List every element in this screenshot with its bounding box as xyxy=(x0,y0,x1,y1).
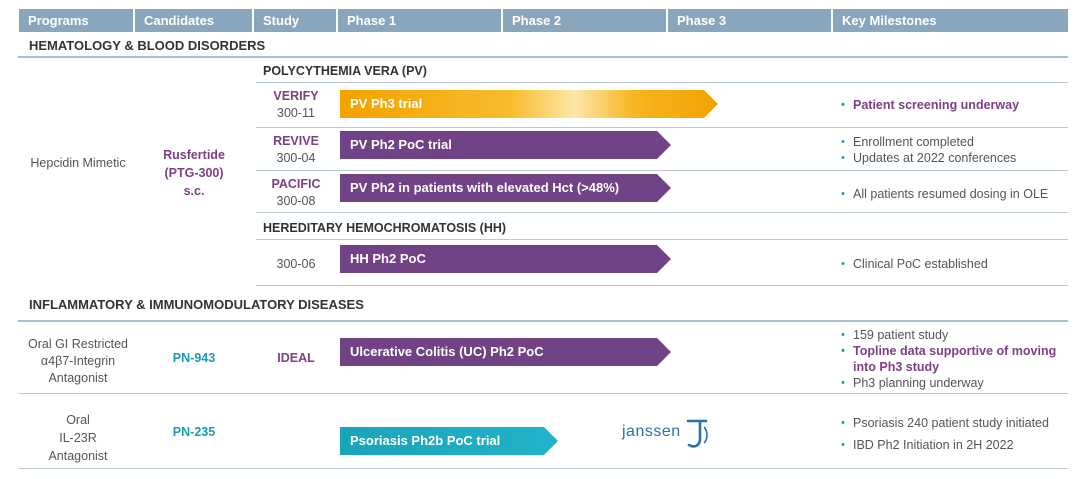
study-name: VERIFY xyxy=(273,89,319,103)
header-study: Study xyxy=(254,9,336,32)
milestone-item: IBD Ph2 Initiation in 2H 2022 xyxy=(841,434,1049,456)
divider xyxy=(18,320,1068,322)
header-phase-1: Phase 1 xyxy=(338,9,501,32)
candidate-line: s.c. xyxy=(183,184,205,198)
milestones-ideal: 159 patient study Topline data supportiv… xyxy=(841,327,1061,391)
study-300-06: 300-06 xyxy=(256,256,336,273)
bar-psoriasis-ph2b: Psoriasis Ph2b PoC trial xyxy=(340,427,558,455)
divider xyxy=(256,127,1068,128)
header-candidates: Candidates xyxy=(135,9,252,32)
bar-uc-ph2-poc: Ulcerative Colitis (UC) Ph2 PoC xyxy=(340,338,671,366)
divider xyxy=(18,393,1068,394)
divider xyxy=(18,56,1068,58)
divider xyxy=(18,468,1068,469)
candidate-line: (PTG-300) xyxy=(164,166,224,180)
janssen-hook-icon xyxy=(686,419,708,448)
program-a4b7-integrin: Oral GI Restricted α4β7-Integrin Antagon… xyxy=(18,336,138,387)
study-code: 300-11 xyxy=(277,106,315,120)
program-line: IL-23R xyxy=(59,431,97,445)
milestones-pacific: All patients resumed dosing in OLE xyxy=(841,186,1048,202)
divider xyxy=(256,285,1068,286)
divider xyxy=(256,239,1068,240)
study-verify: VERIFY 300-11 xyxy=(256,88,336,122)
milestone-item: Patient screening underway xyxy=(841,97,1019,113)
study-ideal: IDEAL xyxy=(256,350,336,367)
subsection-pv: POLYCYTHEMIA VERA (PV) xyxy=(263,64,427,78)
divider xyxy=(256,82,1068,83)
study-code: 300-08 xyxy=(276,194,316,208)
milestone-item: Clinical PoC established xyxy=(841,256,988,272)
bar-hh-ph2-poc: HH Ph2 PoC xyxy=(340,245,671,273)
study-name: REVIVE xyxy=(273,134,319,148)
bar-pv-ph3-trial: PV Ph3 trial xyxy=(340,90,718,118)
milestone-item: Psoriasis 240 patient study initiated xyxy=(841,412,1049,434)
milestone-item: Ph3 planning underway xyxy=(841,375,1061,391)
header-phase-3: Phase 3 xyxy=(668,9,831,32)
janssen-logo: janssen xyxy=(622,419,708,448)
bar-label: Psoriasis Ph2b PoC trial xyxy=(350,433,501,448)
study-code: 300-06 xyxy=(276,257,316,271)
milestone-item: Updates at 2022 conferences xyxy=(841,150,1016,166)
milestone-item: 159 patient study xyxy=(841,327,1061,343)
program-hepcidin-mimetic: Hepcidin Mimetic xyxy=(28,154,128,172)
candidate-line: Rusfertide xyxy=(163,148,225,162)
study-revive: REVIVE 300-04 xyxy=(256,133,336,167)
header-phase-2: Phase 2 xyxy=(503,9,666,32)
divider xyxy=(256,170,1068,171)
subsection-hh: HEREDITARY HEMOCHROMATOSIS (HH) xyxy=(263,221,507,235)
milestone-item: Enrollment completed xyxy=(841,134,1016,150)
study-name: PACIFIC xyxy=(271,177,321,191)
bar-pv-ph2-poc: PV Ph2 PoC trial xyxy=(340,131,671,159)
study-name: IDEAL xyxy=(277,351,315,365)
program-line: Antagonist xyxy=(48,449,108,463)
divider xyxy=(256,212,1068,213)
milestones-verify: Patient screening underway xyxy=(841,97,1019,113)
bar-pv-ph2-elevated-hct: PV Ph2 in patients with elevated Hct (>4… xyxy=(340,174,671,202)
bar-label: PV Ph2 PoC trial xyxy=(350,137,452,152)
program-line: Oral GI Restricted xyxy=(27,337,129,351)
milestone-item: All patients resumed dosing in OLE xyxy=(841,186,1048,202)
bar-label: PV Ph3 trial xyxy=(350,96,423,111)
study-pacific: PACIFIC 300-08 xyxy=(256,176,336,210)
candidate-rusfertide: Rusfertide (PTG-300) s.c. xyxy=(150,146,238,200)
section-title-inflammatory: INFLAMMATORY & IMMUNOMODULATORY DISEASES xyxy=(29,297,364,312)
candidate-pn-235: PN-235 xyxy=(172,425,216,439)
bar-label: Ulcerative Colitis (UC) Ph2 PoC xyxy=(350,344,544,359)
header-key-milestones: Key Milestones xyxy=(833,9,1068,32)
program-line: α4β7-Integrin xyxy=(40,354,116,368)
janssen-wordmark: janssen xyxy=(622,423,681,440)
header-programs: Programs xyxy=(19,9,133,32)
study-code: 300-04 xyxy=(276,151,316,165)
program-il-23r: Oral IL-23R Antagonist xyxy=(28,411,128,465)
program-line: Oral xyxy=(66,413,90,427)
candidate-pn-943: PN-943 xyxy=(172,351,216,365)
bar-label: HH Ph2 PoC xyxy=(350,251,426,266)
program-text: Hepcidin Mimetic xyxy=(30,156,126,170)
program-line: Antagonist xyxy=(48,371,108,385)
milestone-item: Topline data supportive of moving into P… xyxy=(841,343,1061,375)
milestones-hh: Clinical PoC established xyxy=(841,256,988,272)
milestones-revive: Enrollment completed Updates at 2022 con… xyxy=(841,134,1016,166)
section-title-hematology: HEMATOLOGY & BLOOD DISORDERS xyxy=(29,38,266,53)
bar-label: PV Ph2 in patients with elevated Hct (>4… xyxy=(350,180,620,195)
milestones-pn-235: Psoriasis 240 patient study initiated IB… xyxy=(841,412,1049,456)
